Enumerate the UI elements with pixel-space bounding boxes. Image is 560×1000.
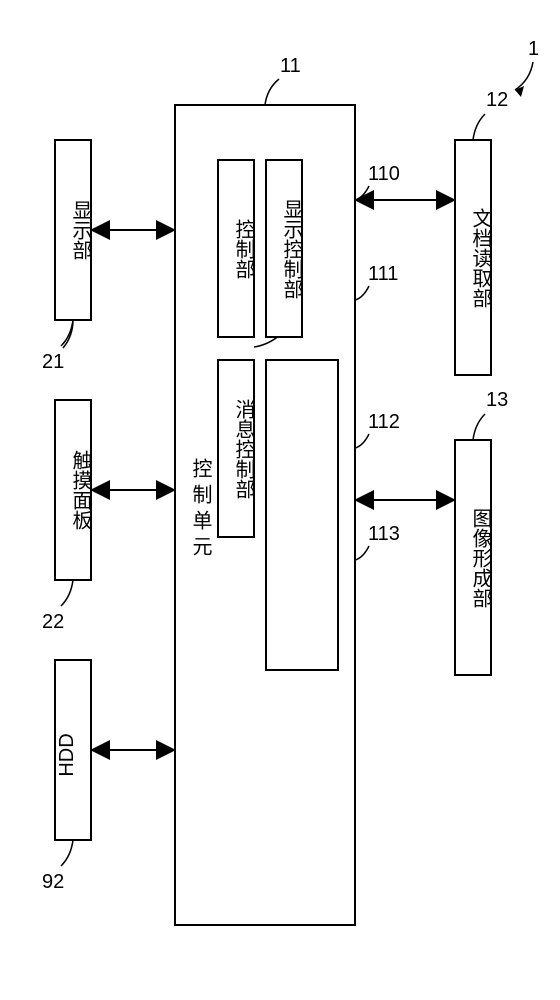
ref-11b: 11 (280, 55, 301, 77)
t13: 13 (486, 389, 508, 411)
t12: 12 (486, 89, 508, 111)
ref-1b: 1 (528, 38, 539, 60)
l12: 文档读取部 (469, 208, 492, 308)
cu-title: 控制单元 (189, 458, 212, 562)
l22: 触摸面板 (69, 450, 92, 530)
l21: 显示部 (69, 200, 92, 260)
lbl-111: 显示控制部 (280, 199, 303, 299)
t22: 22 (42, 611, 64, 633)
t21: 21 (42, 351, 64, 373)
r112: 112 (368, 411, 400, 433)
r113: 113 (368, 523, 400, 545)
l13: 图像形成部 (469, 508, 492, 608)
lbl-110: 控制部 (232, 219, 255, 279)
t92: 92 (42, 871, 64, 893)
r110: 110 (368, 163, 400, 185)
lbl-112: 消息控制部 (232, 399, 255, 499)
l92: HDD (56, 733, 78, 776)
block-diagram: 1 显示部 21 触摸面板 22 HDD 92 控制单元 11 控制部 110 … (0, 0, 560, 1000)
r111: 111 (368, 263, 398, 285)
